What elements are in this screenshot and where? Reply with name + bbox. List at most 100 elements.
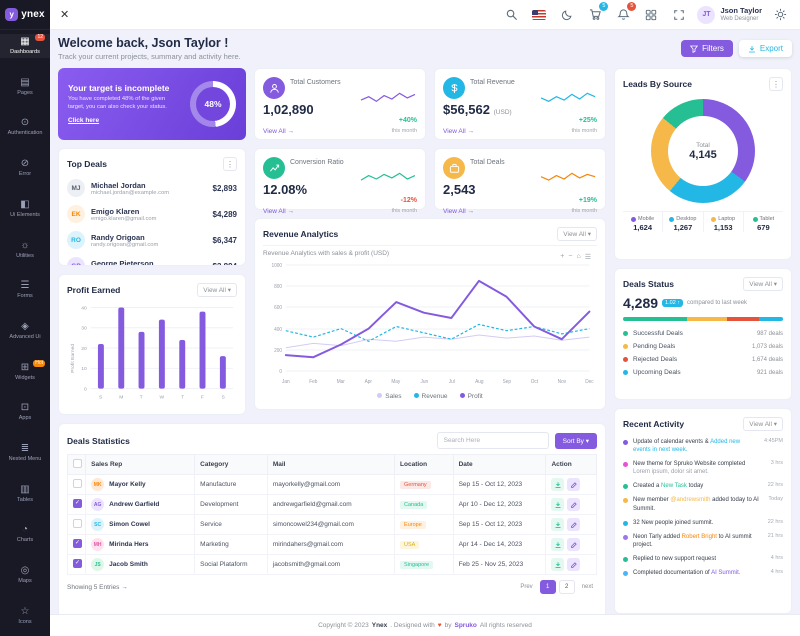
row-download-button[interactable] — [551, 558, 565, 571]
legend-sales[interactable]: Sales — [377, 393, 402, 400]
settings-button[interactable] — [770, 5, 790, 25]
sidebar: y ynex ▦ Dashboards 12 ▤ Pages ⊙ Authenticat… — [0, 0, 50, 636]
click-here-link[interactable]: Click here — [68, 117, 100, 125]
svg-text:40: 40 — [81, 306, 87, 312]
chart-menu-icon[interactable]: ☰ — [584, 254, 591, 261]
conversion-icon — [263, 157, 285, 179]
row-download-button[interactable] — [551, 518, 565, 531]
row-download-button[interactable] — [551, 478, 565, 491]
apps-grid-button[interactable] — [641, 5, 661, 25]
gear-icon — [774, 8, 786, 21]
legend-revenue[interactable]: Revenue — [413, 393, 448, 400]
profit-view-all-dropdown[interactable]: View All ▾ — [197, 283, 237, 297]
row-checkbox[interactable] — [73, 479, 82, 488]
select-all-checkbox[interactable] — [73, 459, 82, 468]
sort-by-button[interactable]: Sort By ▾ — [554, 432, 597, 449]
us-flag-icon — [532, 9, 547, 20]
deals-status-view-all-dropdown[interactable]: View All ▾ — [743, 277, 783, 291]
revenue-view-all-dropdown[interactable]: View All ▾ — [557, 227, 597, 241]
icons-icon: ☆ — [20, 605, 30, 617]
more-icon: ⋮ — [772, 79, 780, 89]
spruko-link[interactable]: Spruko — [454, 622, 477, 629]
zoom-out-icon[interactable]: − — [568, 253, 573, 260]
deals-view-all-link[interactable]: View All → — [443, 208, 474, 215]
sidebar-item-dashboards[interactable]: ▦ Dashboards 12 — [0, 34, 50, 59]
top-deal-row[interactable]: EK Emigo Klaren emigo.klaren@gmail.com $4… — [67, 201, 237, 227]
sidebar-item-icons[interactable]: ☆ Icons — [18, 605, 32, 625]
sidebar-item-error[interactable]: ⊘ Error — [18, 158, 32, 178]
svg-text:May: May — [391, 379, 400, 385]
row-checkbox[interactable] — [73, 499, 82, 508]
next-page-button[interactable]: next — [578, 580, 597, 594]
row-checkbox[interactable] — [73, 539, 82, 548]
sidebar-item-maps[interactable]: ◎ Maps — [18, 565, 32, 585]
top-deal-row[interactable]: RO Randy Origoan randy.origoan@gmail.com … — [67, 227, 237, 253]
dark-mode-button[interactable] — [557, 5, 577, 25]
fullscreen-button[interactable] — [669, 5, 689, 25]
profit-earned-title: Profit Earned — [67, 285, 121, 295]
revenue-analytics-card: Revenue Analytics View All ▾ Revenue Ana… — [254, 218, 606, 410]
page-1-button[interactable]: 1 — [539, 580, 556, 594]
top-deal-row[interactable]: MJ Michael Jordan michael.jordan@example.… — [67, 175, 237, 201]
svg-text:S: S — [99, 394, 103, 400]
page-2-button[interactable]: 2 — [558, 580, 575, 594]
sidebar-toggle-button[interactable]: ✕ — [60, 9, 70, 21]
row-download-button[interactable] — [551, 538, 565, 551]
user-menu[interactable]: JT Json Taylor Web Designer — [697, 5, 762, 24]
notifications-button[interactable]: 5 — [613, 1, 637, 25]
sidebar-item-advanced-ui[interactable]: ◈ Advanced Ui — [9, 320, 41, 340]
brand-logo[interactable]: y ynex — [0, 0, 50, 30]
leads-more-menu[interactable]: ⋮ — [769, 77, 783, 91]
row-edit-button[interactable] — [567, 498, 581, 511]
table-showing-label: Showing 5 Entries → — [67, 583, 128, 591]
authentication-icon: ⊙ — [20, 117, 30, 129]
row-download-button[interactable] — [551, 498, 565, 511]
sidebar-item-authentication[interactable]: ⊙ Authentication — [7, 117, 43, 137]
dashboards-badge: 12 — [35, 34, 45, 41]
svg-text:Feb: Feb — [309, 379, 317, 385]
activity-link[interactable]: @andrewsmith — [670, 497, 711, 504]
search-button[interactable] — [501, 5, 521, 25]
row-edit-button[interactable] — [567, 538, 581, 551]
activity-item: Neon Tarly added Robert Bright to AI sum… — [623, 530, 783, 552]
total-revenue-card: Total Revenue $56,562 (USD) View All → +… — [434, 68, 606, 140]
zoom-in-icon[interactable]: + — [560, 253, 565, 260]
top-deals-more-menu[interactable]: ⋮ — [223, 157, 237, 171]
sidebar-item-pages[interactable]: ▤ Pages — [17, 76, 33, 96]
row-checkbox[interactable] — [73, 519, 82, 528]
download-icon — [555, 561, 561, 568]
advanced-ui-icon: ◈ — [21, 320, 29, 332]
activity-link[interactable]: Added new events in next week. — [633, 439, 741, 454]
export-button[interactable]: Export — [738, 40, 792, 57]
charts-icon: ◔ — [21, 524, 29, 536]
sidebar-item-apps[interactable]: ⊡ Apps — [18, 402, 32, 422]
sidebar-item-utilities[interactable]: ☼ Utilities — [16, 239, 34, 259]
table-row: MK Mayor Kelly Manufacture mayorkelly@gma… — [66, 474, 597, 495]
cart-button[interactable]: 5 — [585, 1, 609, 25]
sidebar-item-charts[interactable]: ◔ Charts — [16, 524, 34, 544]
prev-page-button[interactable]: Prev — [516, 580, 536, 594]
conversion-view-all-link[interactable]: View All → — [263, 208, 294, 215]
home-icon[interactable]: ⌂ — [576, 253, 581, 260]
row-edit-button[interactable] — [567, 518, 581, 531]
table-search-input[interactable] — [436, 432, 549, 449]
row-checkbox[interactable] — [73, 559, 82, 568]
sidebar-item-tables[interactable]: ▥ Tables — [17, 483, 33, 503]
activity-link[interactable]: New Task — [661, 483, 687, 490]
sidebar-item-ui-elements[interactable]: ◧ Ui Elements — [10, 198, 40, 218]
sidebar-item-forms[interactable]: ☰ Forms — [17, 280, 33, 300]
top-deal-row[interactable]: GP George Pietersongeorge.pieterson@gmai… — [67, 253, 237, 265]
revenue-view-all-link[interactable]: View All → — [443, 128, 474, 135]
country-flag-button[interactable] — [529, 5, 549, 25]
sidebar-item-nested-menu[interactable]: ≣ Nested Menu — [8, 443, 42, 463]
legend-laptop: Laptop 1,153 — [704, 212, 744, 232]
customers-view-all-link[interactable]: View All → — [263, 128, 294, 135]
activity-link[interactable]: AI Summit. — [711, 570, 741, 577]
filters-button[interactable]: Filters — [681, 40, 733, 57]
row-edit-button[interactable] — [567, 558, 581, 571]
row-edit-button[interactable] — [567, 478, 581, 491]
legend-profit[interactable]: Profit — [459, 393, 483, 400]
sidebar-item-widgets[interactable]: ⊞ Widgets Hot — [15, 359, 45, 381]
activity-view-all-dropdown[interactable]: View All ▾ — [743, 417, 783, 431]
activity-link[interactable]: Robert Bright — [681, 533, 717, 540]
